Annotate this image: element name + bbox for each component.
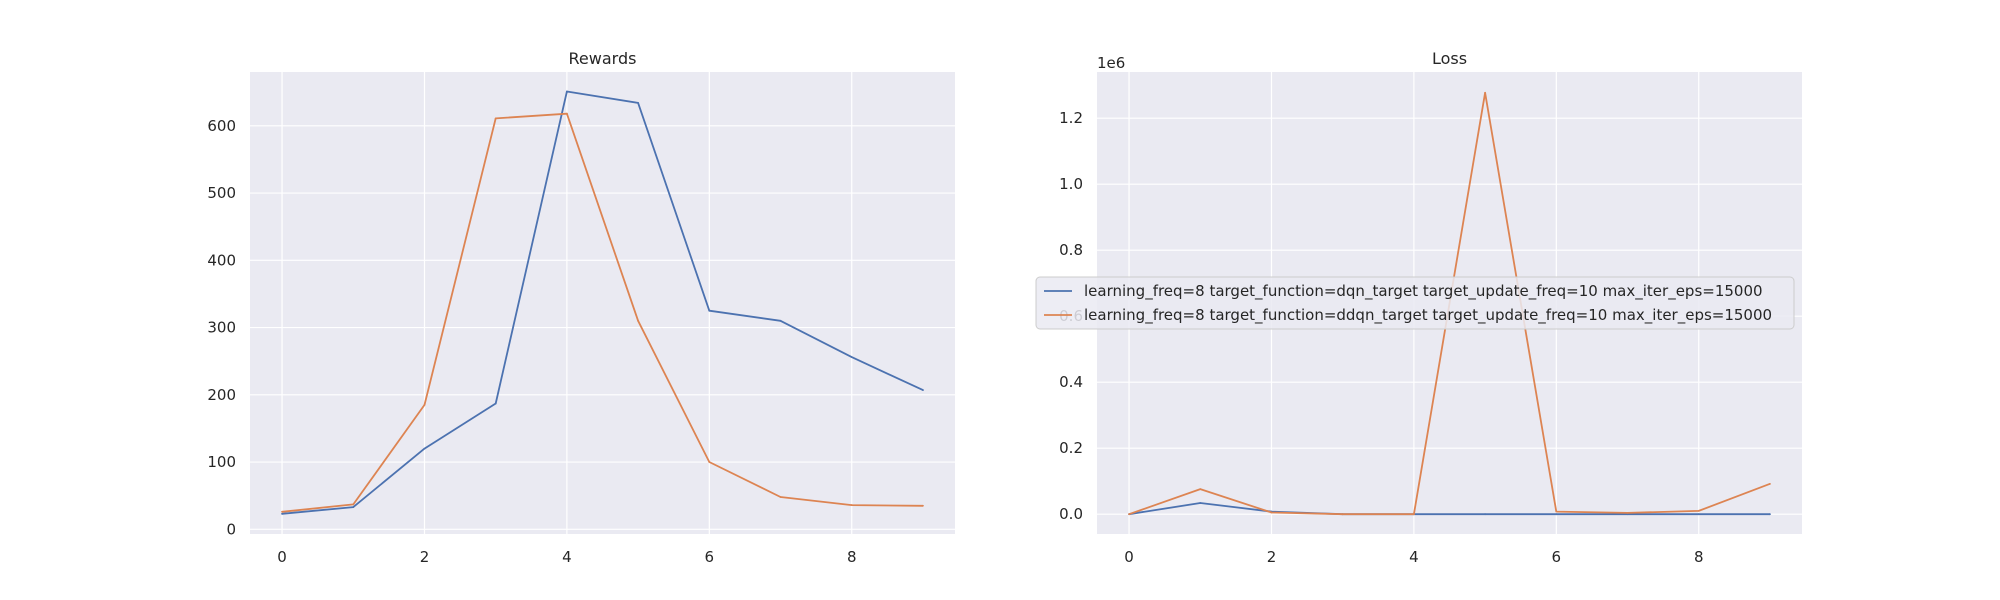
y-tick-label: 0.4 — [1059, 373, 1083, 391]
data-point — [1769, 482, 1771, 485]
y-tick-label: 1.2 — [1059, 109, 1083, 127]
x-tick-label: 8 — [847, 548, 857, 566]
data-point — [637, 319, 640, 322]
y-tick-label: 300 — [207, 319, 236, 337]
x-tick-label: 0 — [1124, 548, 1134, 566]
data-point — [1555, 510, 1558, 513]
data-point — [1199, 488, 1202, 491]
legend: learning_freq=8 target_function=dqn_targ… — [1035, 276, 1795, 330]
data-point — [281, 512, 283, 515]
data-point — [637, 102, 640, 104]
data-point — [922, 389, 924, 391]
x-tick-label: 4 — [1409, 548, 1419, 566]
data-point — [565, 112, 568, 115]
y-tick-label: 200 — [207, 386, 236, 404]
y-tick-label: 0 — [226, 520, 236, 538]
data-point — [708, 309, 711, 312]
series-line-1 — [1128, 502, 1770, 516]
data-point — [281, 510, 283, 513]
y-tick-label: 100 — [207, 453, 236, 471]
series-line-2 — [281, 112, 924, 513]
data-point — [1128, 513, 1130, 516]
data-point — [850, 504, 853, 506]
data-point — [922, 504, 924, 507]
y-tick-label: 0.0 — [1059, 505, 1083, 523]
data-point — [565, 90, 568, 93]
x-tick-label: 0 — [277, 548, 287, 566]
data-point — [352, 503, 355, 506]
chart-panel-1: 0 2 4 6 8 0 100 200 300 400 500 600 Rewards — [207, 49, 955, 566]
x-tick-label: 4 — [562, 548, 572, 566]
chart-title: Rewards — [569, 49, 637, 68]
data-point — [708, 461, 711, 463]
data-point — [423, 447, 426, 450]
plot-background — [250, 72, 955, 534]
data-point — [850, 356, 853, 359]
y-tick-label: 0.8 — [1059, 241, 1083, 259]
data-point — [1555, 513, 1558, 516]
x-tick-label: 2 — [1267, 548, 1277, 566]
y-tick-label: 400 — [207, 251, 236, 269]
data-point — [494, 402, 497, 405]
data-point — [779, 496, 782, 498]
y-tick-label: 500 — [207, 184, 236, 202]
data-point — [1484, 513, 1487, 516]
data-point — [1270, 511, 1273, 514]
data-point — [1626, 511, 1629, 514]
data-point — [352, 506, 355, 509]
legend-label: learning_freq=8 target_function=ddqn_tar… — [1084, 306, 1772, 325]
x-tick-label: 6 — [705, 548, 715, 566]
x-tick-label: 2 — [420, 548, 430, 566]
series-line-1 — [281, 90, 924, 515]
y-tick-label: 1.0 — [1059, 175, 1083, 193]
axis-offset-text: 1e6 — [1097, 54, 1125, 72]
data-point — [1341, 513, 1344, 516]
data-point — [1697, 510, 1700, 512]
chart-panel-2: 024680.00.20.40.60.81.01.2Loss1e6learnin… — [1035, 49, 1802, 566]
x-tick-label: 6 — [1552, 548, 1562, 566]
data-point — [494, 117, 497, 120]
data-point — [779, 319, 782, 322]
chart-title: Loss — [1432, 49, 1467, 68]
data-point — [423, 403, 426, 406]
data-point — [1412, 513, 1415, 516]
data-point — [1697, 513, 1700, 516]
data-point — [1484, 91, 1487, 94]
legend-label: learning_freq=8 target_function=dqn_targ… — [1084, 282, 1763, 301]
data-point — [1199, 502, 1202, 504]
legend-box — [1035, 276, 1795, 330]
x-tick-label: 8 — [1694, 548, 1704, 566]
y-tick-label: 0.2 — [1059, 439, 1083, 457]
data-point — [1769, 513, 1771, 516]
y-tick-label: 600 — [207, 117, 236, 135]
